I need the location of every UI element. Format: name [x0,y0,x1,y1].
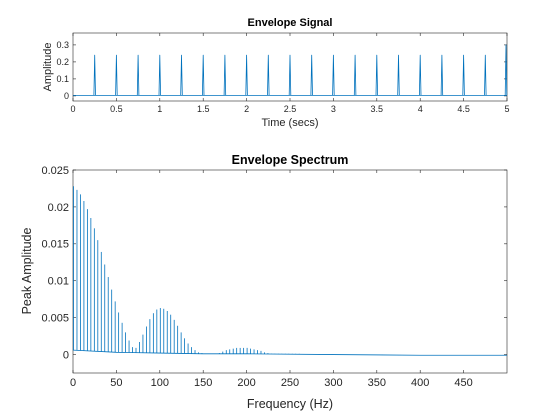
y-tick-label: 0.005 [41,312,69,324]
y-tick-label: 0.3 [56,40,69,50]
x-axis-label: Time (secs) [261,117,318,129]
signal-spike [440,54,444,96]
signal-spike [180,54,183,96]
signal-spike [223,54,227,96]
signal-spike [462,54,465,96]
x-tick-label: 0.5 [110,104,123,114]
signal-spike [202,54,205,96]
signal-spike [288,54,292,96]
x-tick-label: 200 [237,377,255,389]
signal-spike [115,54,118,96]
series-marks [73,44,508,96]
chart-title: Envelope Signal [248,17,333,29]
x-tick-label: 5 [504,104,509,114]
x-tick-label: 1.5 [197,104,210,114]
plot-area [72,169,508,374]
x-axis-ticks: 0 0.5 1 1.5 2 2.5 3 3.5 4 4.5 5 [70,33,510,114]
x-tick-label: 250 [281,377,299,389]
signal-spike [332,54,335,96]
x-tick-label: 0 [70,377,76,389]
signal-spike [245,54,248,96]
y-tick-label: 0.015 [41,239,69,251]
x-tick-label: 400 [411,377,429,389]
y-axis-ticks: 0 0.005 0.01 0.015 0.02 0.025 [41,165,507,361]
signal-spike [93,54,96,96]
x-tick-label: 1 [157,104,162,114]
signal-spike [484,54,487,96]
y-tick-label: 0.02 [48,202,69,214]
x-tick-label: 150 [194,377,212,389]
signal-spike [419,54,422,96]
signal-spike [375,54,378,96]
spectrum-noise-floor [72,349,507,356]
signal-spike [267,54,270,96]
signal-spike [353,54,357,96]
x-tick-label: 50 [110,377,122,389]
x-axis-ticks: 0 50 100 150 200 250 300 350 400 450 [70,170,473,389]
x-tick-label: 4.5 [457,104,470,114]
y-axis-label: Peak Amplitude [20,228,34,315]
x-tick-label: 100 [151,377,169,389]
chart-title: Envelope Spectrum [232,153,349,167]
x-tick-label: 450 [454,377,472,389]
x-tick-label: 350 [368,377,386,389]
envelope-signal-chart: Envelope Signal 0 0.5 1 1.5 2 2.5 3 3.5 4 4.5 5 00… [42,17,510,129]
y-tick-label: 0 [64,91,69,101]
signal-spike [397,54,400,96]
y-tick-label: 0.01 [48,276,69,288]
x-tick-label: 4 [418,104,423,114]
x-tick-label: 3 [331,104,336,114]
x-tick-label: 2 [244,104,249,114]
x-tick-label: 300 [324,377,342,389]
x-tick-label: 3.5 [371,104,384,114]
y-tick-label: 0.025 [41,165,69,177]
y-axis-label: Amplitude [42,43,54,92]
signal-spike [136,54,140,96]
signal-spike [504,44,508,96]
y-tick-label: 0.2 [56,57,69,67]
y-tick-label: 0 [63,349,69,361]
x-tick-label: 0 [70,104,75,114]
y-tick-label: 0.1 [56,74,69,84]
x-axis-label: Frequency (Hz) [247,397,333,411]
signal-spike [158,54,161,96]
series-marks [72,186,507,356]
x-tick-label: 2.5 [284,104,297,114]
signal-spike [310,54,313,96]
envelope-spectrum-chart: Envelope Spectrum 0 50 100 150 200 250 300 350 4… [20,153,508,411]
